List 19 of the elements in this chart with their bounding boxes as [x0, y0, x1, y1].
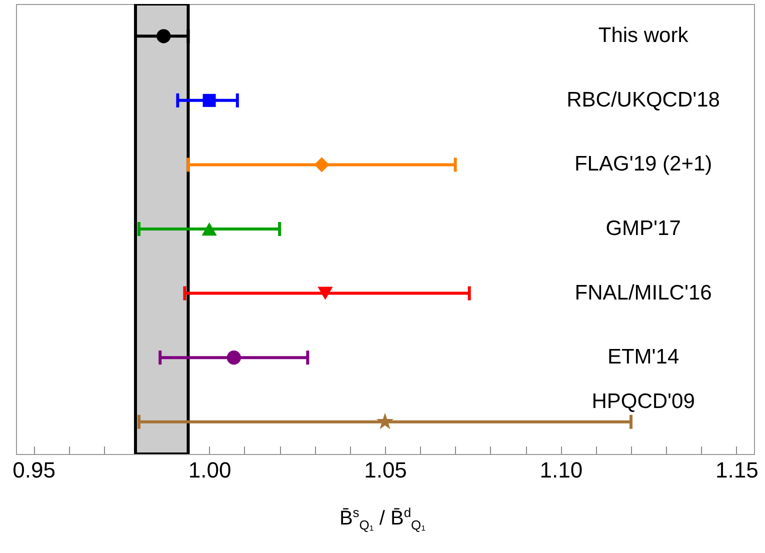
x-tick-label: 1.10	[540, 458, 583, 482]
y-tick-label: GMP'17	[606, 217, 681, 240]
point	[156, 29, 171, 44]
y-tick-label: FLAG'19 (2+1)	[574, 152, 712, 176]
x-tick-label: 0.95	[12, 458, 56, 482]
y-tick-label: HPQCD'09	[592, 390, 695, 413]
y-tick-label: RBC/UKQCD'18	[566, 88, 720, 112]
y-tick-label: ETM'14	[607, 346, 680, 369]
point	[226, 350, 241, 365]
x-tick-label: 1.15	[716, 458, 758, 482]
point	[376, 412, 394, 430]
y-tick-label: FNAL/MILC'16	[574, 281, 712, 304]
point	[314, 157, 330, 172]
x-tick-label: 1.05	[364, 458, 407, 482]
point	[318, 286, 333, 300]
point	[202, 94, 216, 107]
point	[202, 222, 217, 236]
x-tick-label: 1.00	[188, 458, 232, 482]
y-tick-label: This work	[598, 24, 689, 48]
